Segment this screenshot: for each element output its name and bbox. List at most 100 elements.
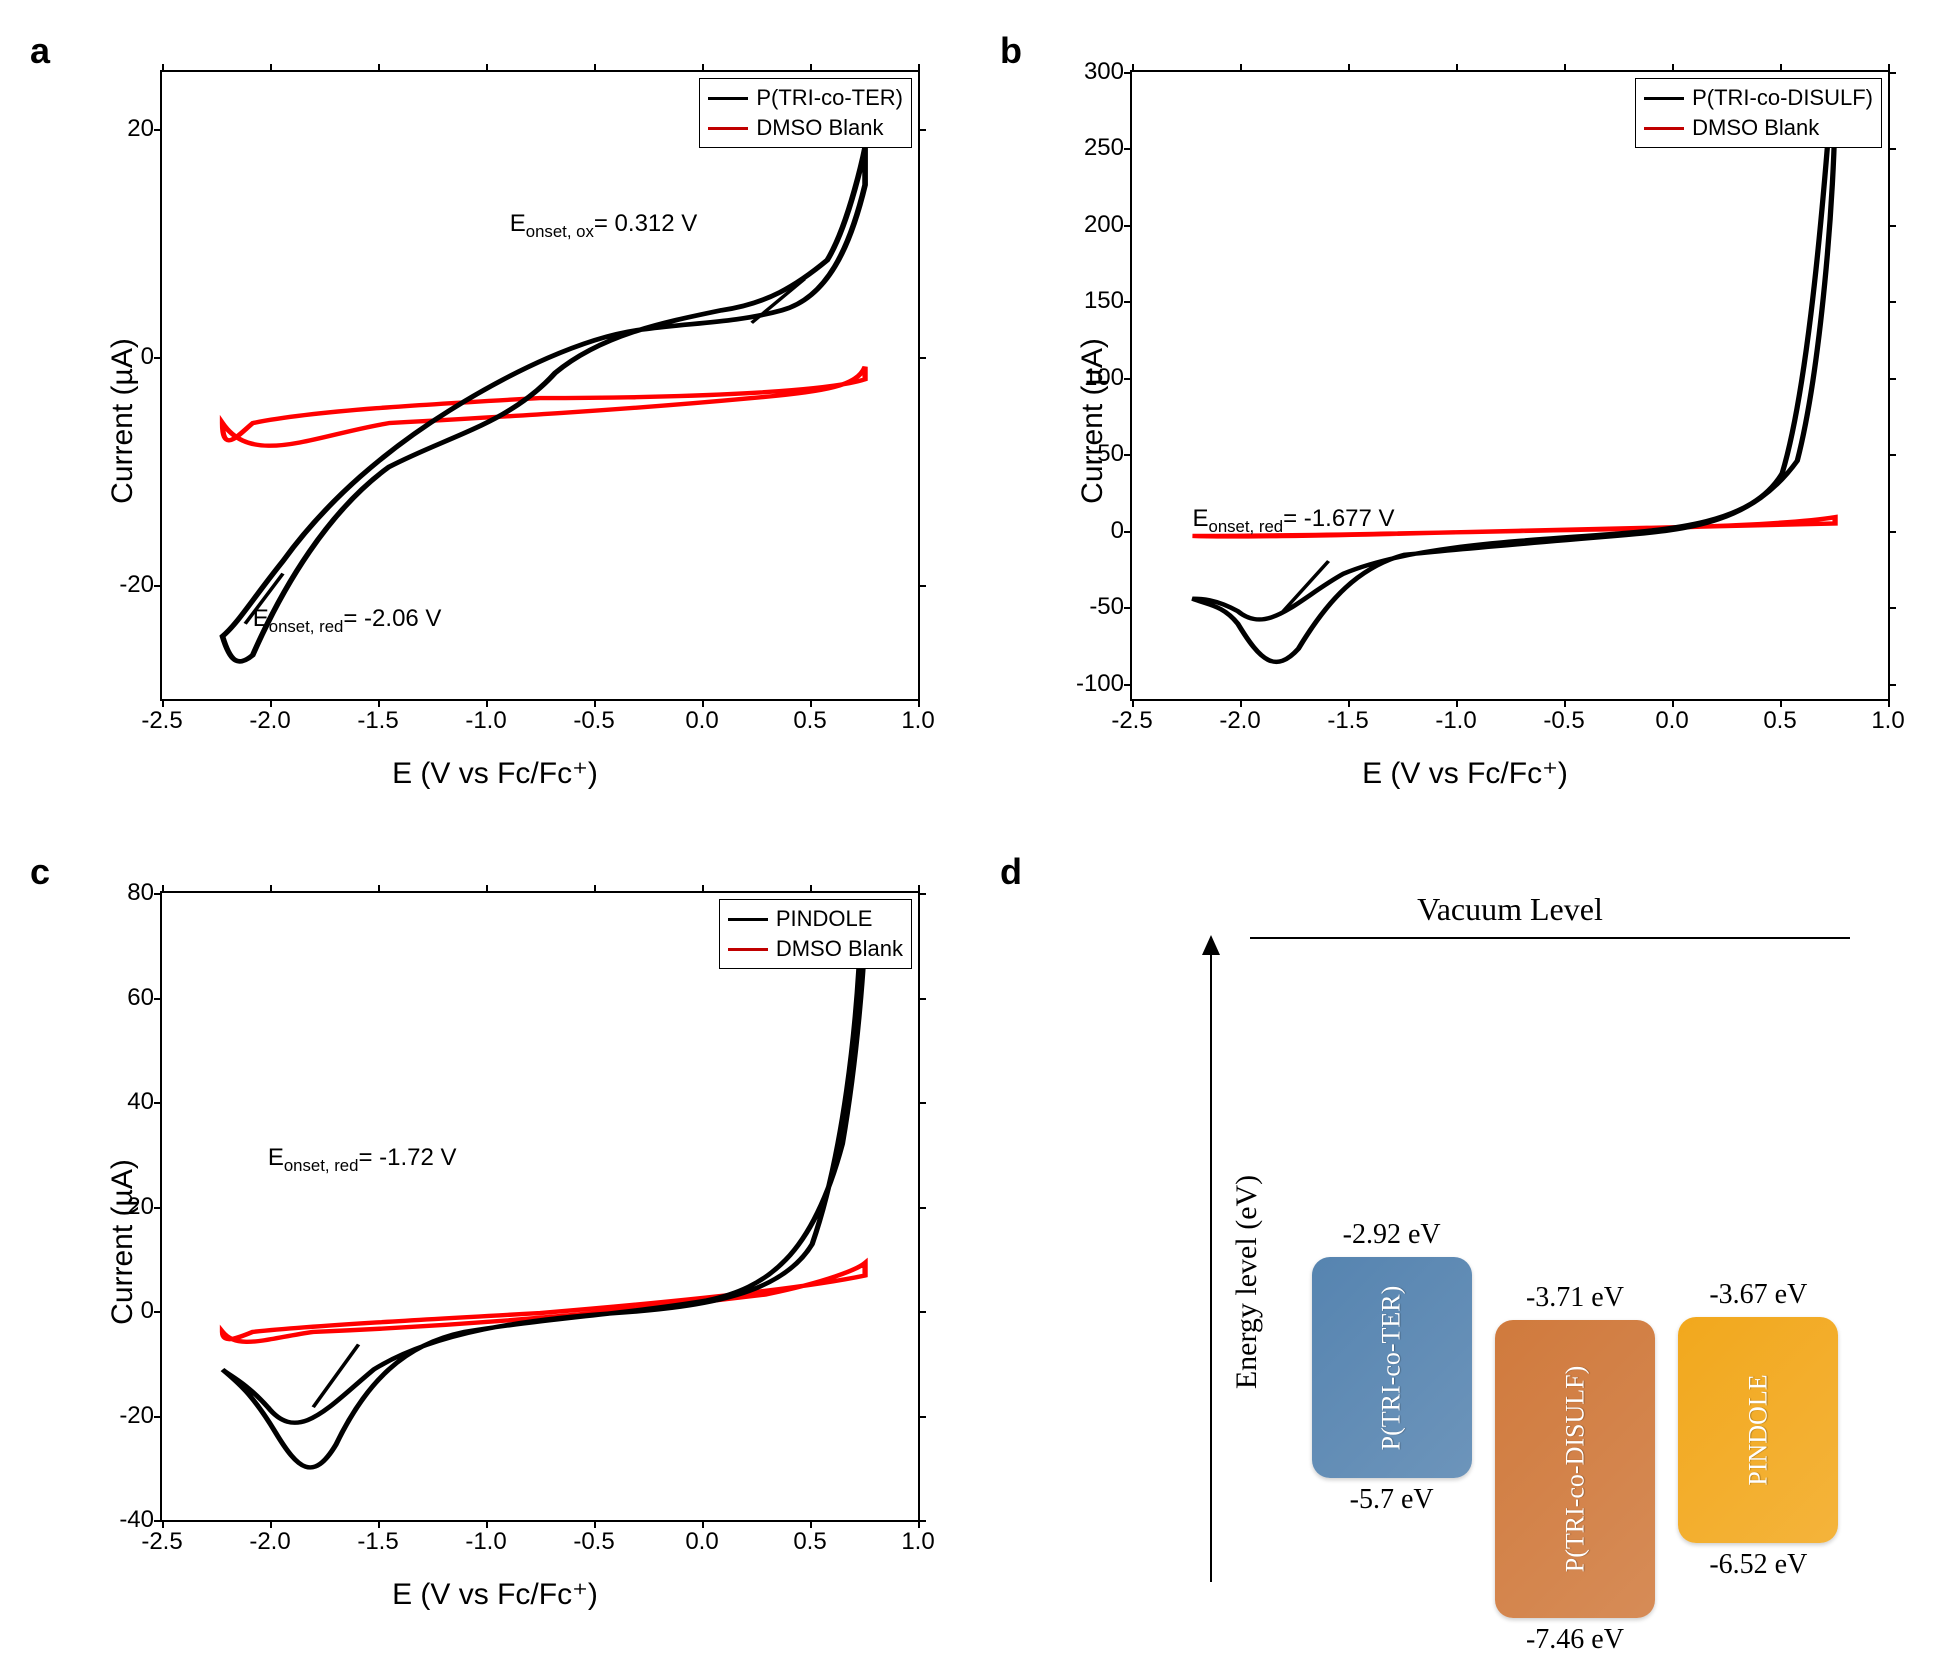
ytick-label: -50	[1064, 593, 1124, 621]
legend-row: DMSO Blank	[728, 934, 903, 964]
panel-a-legend: P(TRI-co-TER) DMSO Blank	[699, 78, 912, 148]
panel-c-legend: PINDOLE DMSO Blank	[719, 899, 912, 969]
energy-bar: PINDOLE	[1678, 1317, 1838, 1544]
panel-a: a Current (µA) E (V vs Fc/Fc⁺) P(TRI-co-…	[20, 20, 970, 821]
chart-annotation: Eonset, ox= 0.312 V	[510, 210, 698, 242]
xtick-label: -1.0	[465, 1528, 506, 1556]
xtick-label: -2.0	[249, 1528, 290, 1556]
ytick-label: -20	[94, 1402, 154, 1430]
xtick-label: -0.5	[573, 707, 614, 735]
panel-a-blank-curve	[222, 367, 865, 446]
panel-c: c Current (µA) E (V vs Fc/Fc⁺) PINDOLE D…	[20, 841, 970, 1642]
ytick-label: 60	[94, 984, 154, 1012]
ytick-label: 50	[1064, 440, 1124, 468]
legend-swatch	[708, 127, 748, 130]
ytick-label: 0	[1064, 517, 1124, 545]
panel-c-sample-curve	[222, 918, 865, 1467]
panel-b-svg	[1132, 72, 1888, 699]
legend-label: DMSO Blank	[756, 115, 883, 141]
xtick-label: 1.0	[901, 1528, 934, 1556]
panel-b-legend: P(TRI-co-DISULF) DMSO Blank	[1635, 78, 1882, 148]
legend-row: P(TRI-co-DISULF)	[1644, 83, 1873, 113]
xtick-label: 1.0	[1871, 707, 1904, 735]
legend-swatch	[728, 918, 768, 921]
legend-swatch	[1644, 127, 1684, 130]
energy-bar: P(TRI-co-TER)	[1312, 1257, 1472, 1478]
energy-bar-name: P(TRI-co-DISULF)	[1560, 1366, 1590, 1573]
panel-c-xlabel: E (V vs Fc/Fc⁺)	[392, 1577, 598, 1612]
xtick-label: 0.5	[793, 1528, 826, 1556]
panel-b-ylabel: Current (µA)	[1076, 338, 1110, 504]
xtick-label: -1.5	[357, 707, 398, 735]
energy-bar-wrap: -3.67 eV PINDOLE -6.52 eV	[1668, 1273, 1848, 1588]
ytick-label: 200	[1064, 211, 1124, 239]
panel-a-xlabel: E (V vs Fc/Fc⁺)	[392, 756, 598, 791]
xtick-label: -0.5	[1543, 707, 1584, 735]
ytick-label: 20	[94, 115, 154, 143]
xtick-label: -0.5	[573, 1528, 614, 1556]
bar-bottom-ev-label: -6.52 eV	[1709, 1549, 1807, 1581]
bar-top-ev-label: -3.67 eV	[1709, 1279, 1807, 1311]
legend-label: PINDOLE	[776, 906, 873, 932]
legend-label: P(TRI-co-TER)	[756, 85, 903, 111]
panel-d-ylabel: Energy level (eV)	[1230, 1175, 1264, 1389]
xtick-label: 0.0	[1655, 707, 1688, 735]
chart-annotation: Eonset, red= -1.72 V	[268, 1144, 457, 1176]
xtick-label: -1.0	[465, 707, 506, 735]
xtick-label: -1.5	[357, 1528, 398, 1556]
ytick-label: 0	[94, 1297, 154, 1325]
panel-a-chart: P(TRI-co-TER) DMSO Blank -20020-2.5-2.0-…	[160, 70, 920, 701]
legend-row: PINDOLE	[728, 904, 903, 934]
ytick-label: 150	[1064, 287, 1124, 315]
panel-c-onset-red-mark	[313, 1344, 358, 1407]
chart-annotation: Eonset, red= -2.06 V	[253, 605, 442, 637]
ytick-label: 100	[1064, 364, 1124, 392]
energy-bar-name: PINDOLE	[1743, 1374, 1773, 1485]
energy-bar-wrap: -3.71 eV P(TRI-co-DISULF) -7.46 eV	[1485, 1276, 1665, 1662]
ytick-label: -100	[1064, 670, 1124, 698]
xtick-label: -2.5	[141, 1528, 182, 1556]
panel-a-label: a	[30, 30, 50, 72]
legend-swatch	[708, 97, 748, 100]
ytick-label: 40	[94, 1088, 154, 1116]
energy-bar-name: P(TRI-co-TER)	[1377, 1285, 1407, 1450]
panel-b: b Current (µA) E (V vs Fc/Fc⁺) P(TRI-co-…	[990, 20, 1940, 821]
ytick-label: 300	[1064, 58, 1124, 86]
xtick-label: -2.5	[141, 707, 182, 735]
legend-swatch	[1644, 97, 1684, 100]
xtick-label: 0.5	[793, 707, 826, 735]
xtick-label: -2.5	[1111, 707, 1152, 735]
energy-arrow-icon	[1210, 937, 1212, 1582]
panel-b-sample-curve	[1192, 97, 1835, 662]
panel-d: d Vacuum Level Energy level (eV) -2.92 e…	[990, 841, 1940, 1642]
ytick-label: 0	[94, 343, 154, 371]
chart-annotation: Eonset, red= -1.677 V	[1192, 505, 1394, 537]
panel-b-chart: P(TRI-co-DISULF) DMSO Blank -100-5005010…	[1130, 70, 1890, 701]
energy-bar: P(TRI-co-DISULF)	[1495, 1320, 1655, 1618]
xtick-label: 0.0	[685, 707, 718, 735]
xtick-label: -1.5	[1327, 707, 1368, 735]
panel-c-chart: PINDOLE DMSO Blank -40-20020406080-2.5-2…	[160, 891, 920, 1522]
ytick-label: -20	[94, 571, 154, 599]
xtick-label: -2.0	[1219, 707, 1260, 735]
panel-d-label: d	[1000, 851, 1022, 893]
energy-bars-row: -2.92 eVP(TRI-co-TER)-5.7 eV -3.71 eV P(TR…	[1300, 981, 1850, 1582]
ytick-label: 250	[1064, 134, 1124, 162]
legend-label: DMSO Blank	[776, 936, 903, 962]
xtick-label: 1.0	[901, 707, 934, 735]
xtick-label: -2.0	[249, 707, 290, 735]
legend-row: DMSO Blank	[1644, 113, 1873, 143]
xtick-label: 0.5	[1763, 707, 1796, 735]
vacuum-title: Vacuum Level	[1417, 891, 1603, 928]
vacuum-line	[1250, 937, 1850, 939]
panel-d-content: Vacuum Level Energy level (eV) -2.92 eVP…	[1130, 891, 1890, 1602]
legend-swatch	[728, 948, 768, 951]
panel-b-label: b	[1000, 30, 1022, 72]
legend-row: P(TRI-co-TER)	[708, 83, 903, 113]
legend-row: DMSO Blank	[708, 113, 903, 143]
energy-bar-wrap: -2.92 eVP(TRI-co-TER)-5.7 eV	[1302, 1213, 1482, 1522]
xtick-label: 0.0	[685, 1528, 718, 1556]
ytick-label: 20	[94, 1193, 154, 1221]
bar-bottom-ev-label: -7.46 eV	[1526, 1624, 1624, 1656]
bar-top-ev-label: -3.71 eV	[1526, 1282, 1624, 1314]
